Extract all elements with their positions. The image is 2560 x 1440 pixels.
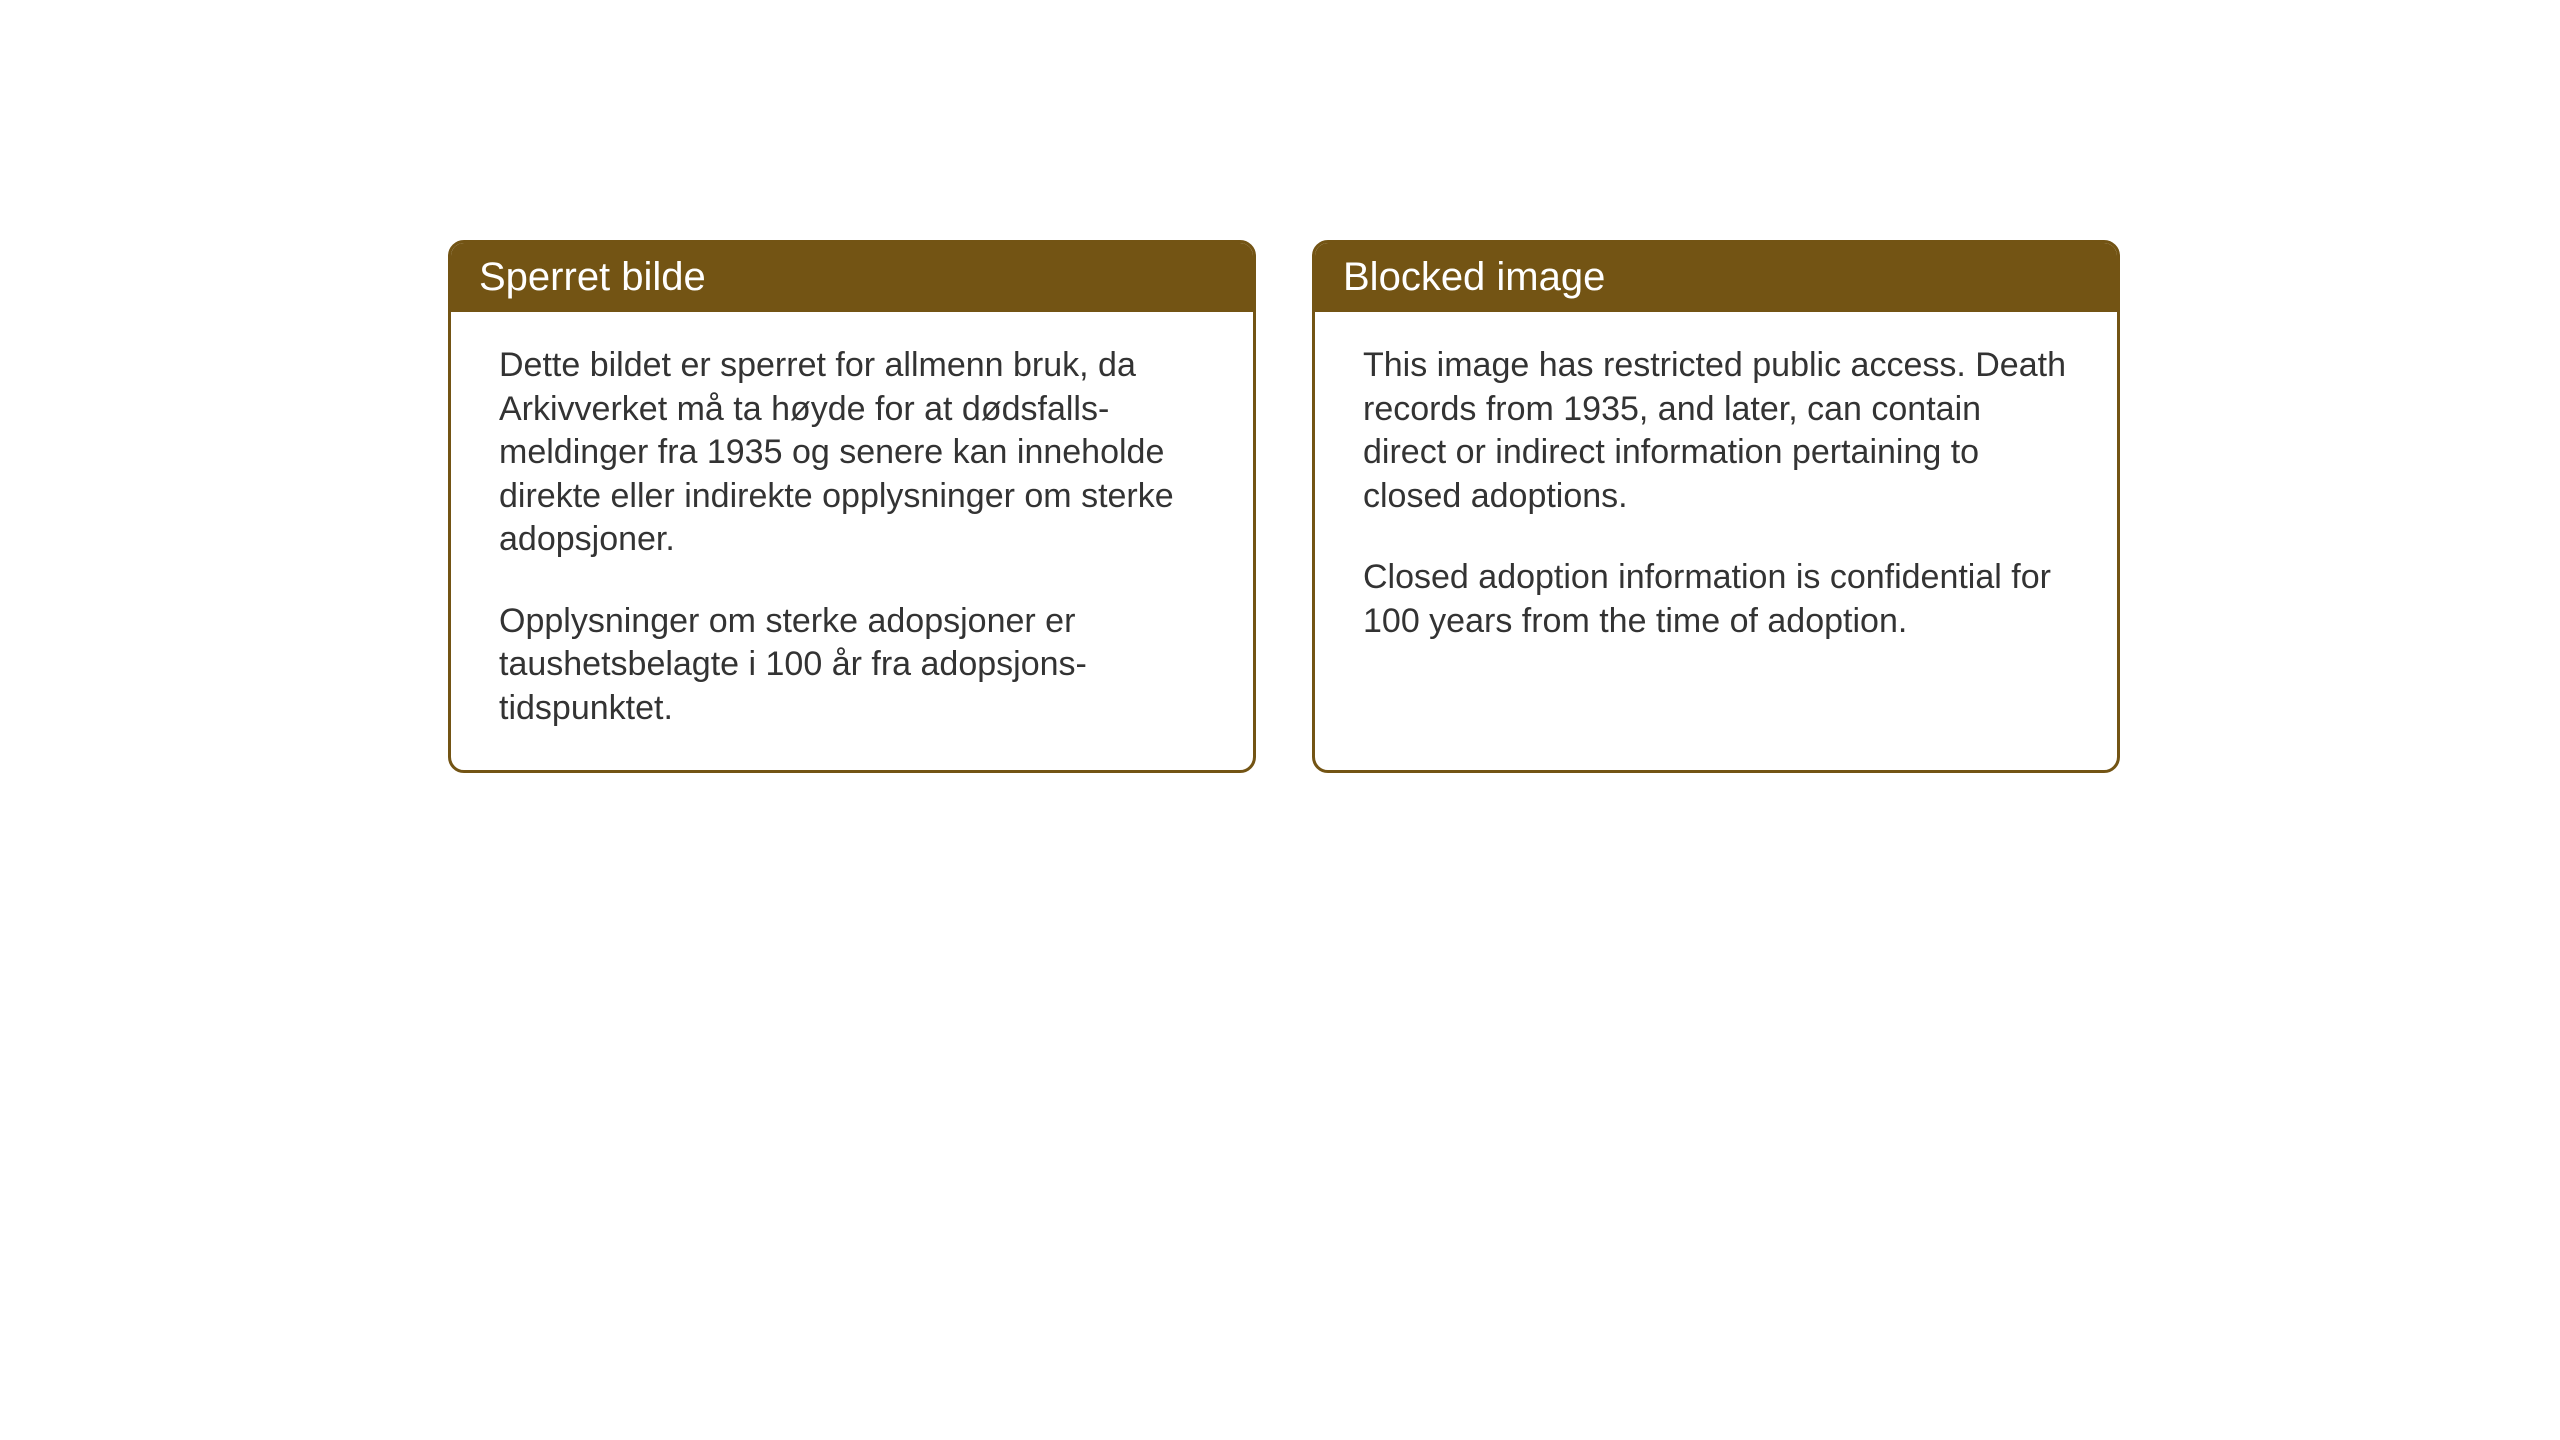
card-header-norwegian: Sperret bilde <box>451 243 1253 312</box>
card-paragraph-1-norwegian: Dette bildet er sperret for allmenn bruk… <box>499 344 1205 562</box>
card-title-english: Blocked image <box>1343 255 1605 299</box>
card-header-english: Blocked image <box>1315 243 2117 312</box>
card-paragraph-2-english: Closed adoption information is confident… <box>1363 556 2069 643</box>
notice-cards-container: Sperret bilde Dette bildet er sperret fo… <box>448 240 2120 773</box>
card-title-norwegian: Sperret bilde <box>479 255 706 299</box>
notice-card-norwegian: Sperret bilde Dette bildet er sperret fo… <box>448 240 1256 773</box>
card-body-norwegian: Dette bildet er sperret for allmenn bruk… <box>451 312 1253 770</box>
card-body-english: This image has restricted public access.… <box>1315 312 2117 683</box>
notice-card-english: Blocked image This image has restricted … <box>1312 240 2120 773</box>
card-paragraph-2-norwegian: Opplysninger om sterke adopsjoner er tau… <box>499 600 1205 731</box>
card-paragraph-1-english: This image has restricted public access.… <box>1363 344 2069 518</box>
